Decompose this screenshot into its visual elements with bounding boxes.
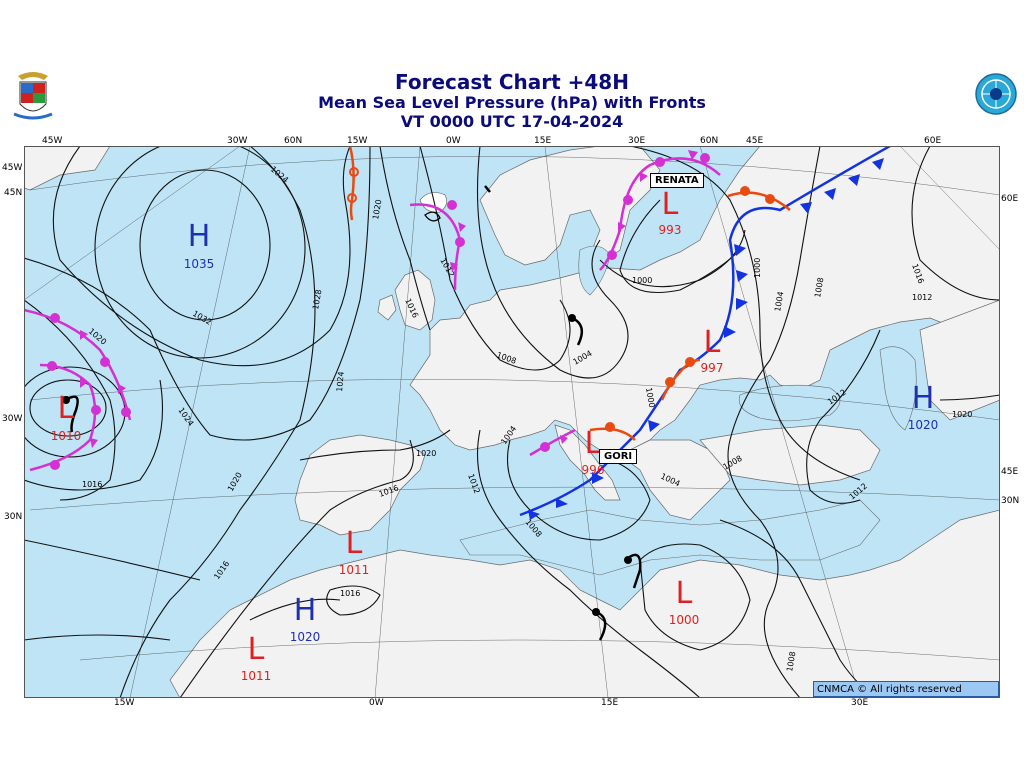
coord-right: 45E [1001,467,1019,477]
low-center-symbol: L [676,576,693,611]
warm-front [347,146,791,441]
high-center-value: 1020 [908,418,939,432]
low-center-value: 1010 [51,429,82,443]
coord-top: 30E [628,136,646,146]
isobar-label: 1012 [912,293,932,302]
low-center-symbol: L [704,325,721,360]
coord-bottom: 15E [601,698,619,708]
low-center-value: 1000 [669,613,700,627]
isobar-label: 1008 [785,651,797,673]
chart-subtitle: Mean Sea Level Pressure (hPa) with Front… [318,93,706,112]
isobar-label: 1020 [371,199,383,221]
isobar-label: 1024 [335,371,346,392]
high-center-symbol: H [188,219,211,254]
low-center-symbol: L [346,526,363,561]
low-center-value: 997 [701,361,724,375]
coord-right: 30N [1001,496,1020,506]
small-isobar-ring [424,211,441,222]
cold-front [519,146,891,520]
coord-top: 15E [534,136,552,146]
coord-left: 45N [4,188,23,198]
coord-bottom: 0W [369,698,384,708]
coord-right: 60E [1001,194,1019,204]
isobar-label: 1004 [773,291,785,313]
isobar-label: 1000 [644,387,656,409]
isobar-label: 1020 [416,449,436,458]
high-center-symbol: H [912,381,935,416]
high-center-value: 1035 [184,257,215,271]
coord-left: 30W [2,414,23,424]
storm-name-label: RENATA [650,173,704,188]
high-center-symbol: H [294,593,317,628]
coord-top: 45E [746,136,764,146]
coord-left: 45W [2,163,23,173]
isobar-label: 1028 [311,289,323,311]
coord-top: 60N [284,136,303,146]
low-center-value: 996 [582,463,605,477]
low-center-value: 1011 [339,563,370,577]
isobar-label: 1016 [82,480,102,489]
isobars [24,146,1000,698]
low-center-symbol: L [662,187,679,222]
graticule [24,146,1000,698]
coord-top: 30W [227,136,248,146]
isobar-label: 1020 [952,410,972,419]
copyright-notice: CNMCA © All rights reserved [813,681,999,697]
low-center-value: 993 [659,223,682,237]
chart-title: Forecast Chart +48H [395,70,629,94]
coord-top: 0W [446,136,461,146]
isobar-label-group: 1024 1020 1028 1032 1024 1020 1016 1012 … [82,165,972,673]
coord-top: 60E [924,136,942,146]
occluded-front [24,150,721,472]
pressure-centers: H 1035 L 1010 L 993 L 997 L 996 H 1020 L… [51,187,939,683]
high-center-value: 1020 [290,630,321,644]
isobar-label: 1000 [632,276,652,285]
coord-bottom: 15W [114,698,135,708]
coord-bottom: 30E [851,698,869,708]
low-center-symbol: L [58,391,75,426]
coord-top: 60N [700,136,719,146]
isobar-label: 1016 [340,589,360,598]
coord-top: 45W [42,136,63,146]
valid-time: VT 0000 UTC 17-04-2024 [400,112,624,131]
coord-left: 30N [4,512,23,522]
coat-of-arms-icon [13,72,53,120]
low-center-symbol: L [585,426,602,461]
isobar-label: 1000 [753,258,762,278]
low-center-symbol: L [248,632,265,667]
low-center-value: 1011 [241,669,272,683]
inland-seas [459,245,917,576]
weather-map: 1024 1020 1028 1032 1024 1020 1016 1012 … [24,146,1000,698]
coord-top: 15W [347,136,368,146]
isobar-label: 1008 [813,277,825,299]
storm-name-label: GORI [599,449,638,464]
globe-emblem-icon [975,73,1017,115]
